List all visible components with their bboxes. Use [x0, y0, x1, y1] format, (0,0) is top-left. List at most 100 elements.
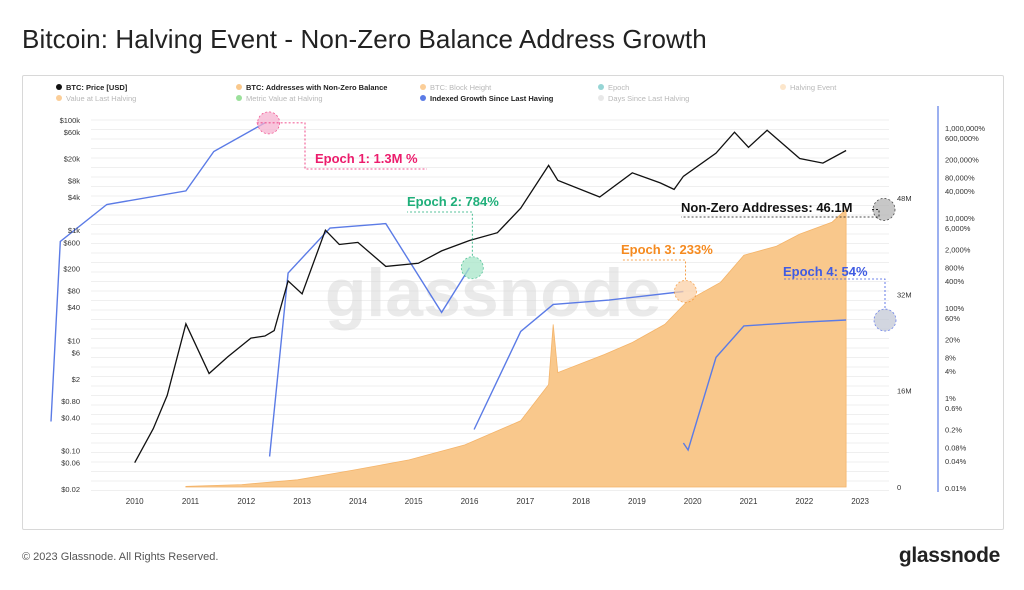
- legend-label: BTC: Price [USD]: [66, 83, 128, 92]
- y-growth-tick-label: 0.04%: [945, 457, 967, 466]
- annotation-label: Epoch 1: 1.3M %: [315, 151, 418, 166]
- x-tick-label: 2018: [572, 497, 590, 506]
- legend-label: Value at Last Halving: [66, 94, 136, 103]
- legend-swatch: [56, 95, 62, 101]
- y-left-tick-label: $200: [63, 265, 80, 274]
- y-growth-tick-label: 8%: [945, 353, 956, 362]
- y-growth-tick-label: 4%: [945, 367, 956, 376]
- x-tick-label: 2013: [293, 497, 311, 506]
- y-left-tick-label: $100k: [60, 116, 81, 125]
- y-left-tick-label: $0.02: [61, 485, 80, 494]
- epoch-annotations: Epoch 1: 1.3M % Epoch 2: 784% Epoch 3: 233…: [256, 111, 897, 332]
- indexed-growth-series: [50, 122, 847, 457]
- y-growth-tick-label: 0.08%: [945, 443, 967, 452]
- glassnode-logo: glassnode: [898, 544, 1000, 567]
- y-growth-tick-label: 0.01%: [945, 484, 967, 493]
- x-tick-label: 2022: [795, 497, 813, 506]
- btc-price-line: [134, 129, 847, 464]
- watermark: glassnode: [325, 255, 661, 331]
- annotation-label: Epoch 3: 233%: [621, 242, 713, 257]
- y-growth-tick-label: 1%: [945, 394, 956, 403]
- legend-item: BTC: Addresses with Non-Zero Balance: [236, 83, 387, 92]
- x-tick-label: 2019: [628, 497, 646, 506]
- y-addresses-tick-label: 48M: [897, 194, 912, 203]
- legend-label: BTC: Addresses with Non-Zero Balance: [246, 83, 387, 92]
- y-left-tick-label: $1k: [68, 226, 80, 235]
- y-left-tick-label: $8k: [68, 176, 80, 185]
- y-growth-tick-label: 6,000%: [945, 224, 971, 233]
- annotation-1: Epoch 1: 1.3M %: [256, 111, 427, 170]
- x-tick-label: 2020: [684, 497, 702, 506]
- y-left-tick-label: $60k: [64, 128, 81, 137]
- x-tick-label: 2016: [461, 497, 479, 506]
- y-left-tick-label: $20k: [64, 155, 81, 164]
- x-tick-label: 2012: [237, 497, 255, 506]
- annotation-marker: [460, 256, 484, 280]
- legend-swatch: [236, 95, 242, 101]
- legend-swatch: [236, 84, 242, 90]
- indexed-growth-line: [50, 122, 847, 457]
- y-growth-tick-label: 40,000%: [945, 187, 975, 196]
- y-left-tick-label: $6: [72, 349, 80, 358]
- y-growth-tick-label: 800%: [945, 263, 965, 272]
- x-tick-label: 2021: [740, 497, 758, 506]
- annotation-marker: [873, 308, 897, 332]
- annotation-leader: [783, 278, 886, 309]
- annotation-marker: [674, 280, 697, 303]
- y-left-tick-label: $4k: [68, 193, 80, 202]
- y-growth-tick-label: 0.2%: [945, 425, 962, 434]
- legend-label: Indexed Growth Since Last Having: [430, 94, 554, 103]
- chart-legend: BTC: Price [USD] BTC: Addresses with Non-…: [56, 83, 837, 103]
- addresses-area-fill: [185, 208, 847, 488]
- chart-panel: BTC: Price [USD] BTC: Addresses with Non-…: [22, 75, 1004, 530]
- legend-swatch: [598, 84, 604, 90]
- y-growth-tick-label: 80,000%: [945, 173, 975, 182]
- legend-label: Epoch: [608, 83, 629, 92]
- legend-label: Halving Event: [790, 83, 837, 92]
- y-left-tick-label: $0.10: [61, 446, 80, 455]
- legend-swatch: [56, 84, 62, 90]
- y-growth-tick-label: 2,000%: [945, 245, 971, 254]
- annotation-5: Non-Zero Addresses: 46.1M: [681, 198, 896, 221]
- copyright-text: © 2023 Glassnode. All Rights Reserved.: [22, 551, 219, 563]
- legend-label: Days Since Last Halving: [608, 94, 689, 103]
- y-growth-tick-label: 100%: [945, 304, 965, 313]
- chart-svg: BTC: Price [USD] BTC: Addresses with Non-…: [50, 83, 985, 506]
- y-growth-tick-label: 0.6%: [945, 404, 962, 413]
- x-tick-label: 2015: [405, 497, 423, 506]
- y-left-tick-label: $0.40: [61, 413, 80, 422]
- annotation-3: Epoch 3: 233%: [621, 242, 713, 303]
- y-left-tick-label: $0.06: [61, 459, 80, 468]
- y-growth-tick-label: 1,000,000%: [945, 124, 985, 133]
- legend-label: BTC: Block Height: [430, 83, 492, 92]
- annotation-label: Non-Zero Addresses: 46.1M: [681, 200, 852, 215]
- y-left-tick-label: $0.80: [61, 397, 80, 406]
- legend-item: Value at Last Halving: [56, 94, 136, 103]
- annotation-leader: [256, 122, 427, 170]
- legend-item: BTC: Block Height: [420, 83, 492, 92]
- y-growth-tick-label: 200,000%: [945, 155, 979, 164]
- y-left-tick-label: $2: [72, 375, 80, 384]
- y-left-tick-label: $600: [63, 238, 80, 247]
- x-tick-label: 2014: [349, 497, 367, 506]
- x-tick-label: 2023: [851, 497, 869, 506]
- legend-item: Metric Value at Halving: [236, 94, 323, 103]
- x-tick-label: 2017: [516, 497, 534, 506]
- y-left-tick-label: $80: [67, 287, 80, 296]
- addresses-area: [185, 208, 847, 488]
- legend-item: Indexed Growth Since Last Having: [420, 94, 554, 103]
- x-tick-label: 2011: [182, 497, 200, 506]
- x-tick-label: 2010: [126, 497, 144, 506]
- legend-swatch: [420, 84, 426, 90]
- legend-item: Days Since Last Halving: [598, 94, 689, 103]
- page-title: Bitcoin: Halving Event - Non-Zero Balanc…: [22, 24, 707, 54]
- y-growth-tick-label: 600,000%: [945, 134, 979, 143]
- annotation-label: Epoch 4: 54%: [783, 264, 868, 279]
- annotation-4: Epoch 4: 54%: [783, 264, 897, 332]
- chart-axes: 2010 2011 2012 2013 2014 2015 2016 2017 2018 2019…: [60, 106, 985, 506]
- y-growth-tick-label: 400%: [945, 277, 965, 286]
- legend-swatch: [420, 95, 426, 101]
- y-addresses-tick-label: 16M: [897, 387, 912, 396]
- annotation-leader: [681, 209, 880, 218]
- y-left-tick-label: $10: [67, 336, 80, 345]
